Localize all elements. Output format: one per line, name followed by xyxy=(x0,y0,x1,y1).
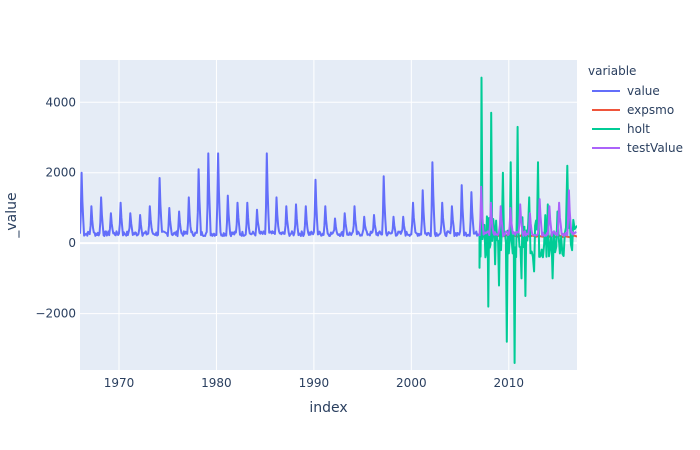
legend-label: expsmo xyxy=(627,103,674,117)
legend-item-holt[interactable]: holt xyxy=(592,122,650,136)
y-tick-labels: −2000 0 2000 4000 xyxy=(35,95,76,320)
legend-title: variable xyxy=(588,64,636,78)
x-tick-label: 1970 xyxy=(104,376,135,390)
y-axis-title: _value xyxy=(4,192,20,238)
legend-item-testValue[interactable]: testValue xyxy=(592,141,683,155)
legend-item-value[interactable]: value xyxy=(592,84,660,98)
legend-label: testValue xyxy=(627,141,683,155)
plot-background xyxy=(80,60,577,370)
y-tick-label: 4000 xyxy=(45,95,76,109)
legend-item-expsmo[interactable]: expsmo xyxy=(592,103,674,117)
series-layer xyxy=(80,76,577,364)
y-tick-label: −2000 xyxy=(35,307,76,321)
x-axis-title: index xyxy=(309,400,347,416)
x-tick-label: 1990 xyxy=(299,376,330,390)
series-line-testValue xyxy=(478,185,577,238)
y-tick-label: 0 xyxy=(68,236,76,250)
legend-label: value xyxy=(627,84,660,98)
x-tick-label: 2010 xyxy=(494,376,525,390)
y-tick-label: 2000 xyxy=(45,166,76,180)
legend-label: holt xyxy=(627,122,650,136)
x-tick-labels: 1970 1980 1990 2000 2010 xyxy=(104,376,524,390)
x-tick-label: 2000 xyxy=(396,376,427,390)
legend[interactable]: variable value expsmo holt testValue xyxy=(588,64,683,155)
series-line-value xyxy=(80,152,480,238)
x-tick-label: 1980 xyxy=(201,376,232,390)
